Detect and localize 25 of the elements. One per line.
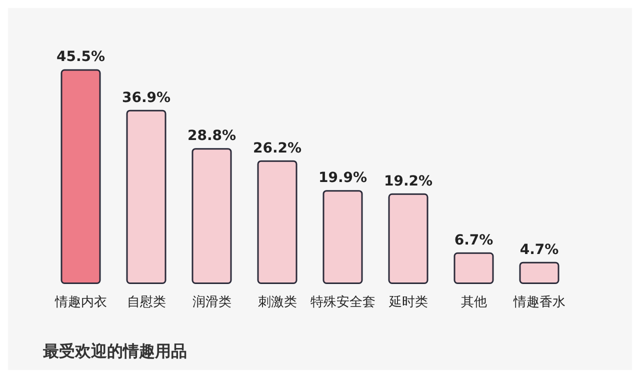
data-label: 6.7% xyxy=(454,232,494,248)
x-tick-label: 润滑类 xyxy=(192,295,232,310)
x-tick-label: 情趣香水 xyxy=(512,295,566,310)
data-label: 36.9% xyxy=(122,90,171,106)
data-label: 26.2% xyxy=(252,140,302,156)
x-tick-label: 特殊安全套 xyxy=(310,294,376,310)
data-label: 28.8% xyxy=(187,128,236,144)
bar xyxy=(519,262,560,284)
bar xyxy=(192,148,232,284)
text: 最受欢迎的情趣用品 xyxy=(42,342,187,360)
x-tick-label: 情趣内衣 xyxy=(54,295,107,310)
data-label: 45.5% xyxy=(56,49,106,66)
x-tick-label: 其他 xyxy=(460,295,487,310)
bar xyxy=(388,193,428,284)
data-label: 19.9% xyxy=(318,170,368,186)
x-tick-label: 刺激类 xyxy=(258,295,297,310)
data-label: 4.7% xyxy=(520,242,559,258)
bar xyxy=(454,252,494,284)
x-tick-label: 延时类 xyxy=(388,295,428,310)
bar xyxy=(257,160,298,284)
bar xyxy=(322,190,363,284)
data-label: 19.2% xyxy=(384,173,433,190)
bar xyxy=(126,110,166,284)
x-tick-label: 自慰类 xyxy=(126,295,166,310)
bar xyxy=(60,69,101,284)
